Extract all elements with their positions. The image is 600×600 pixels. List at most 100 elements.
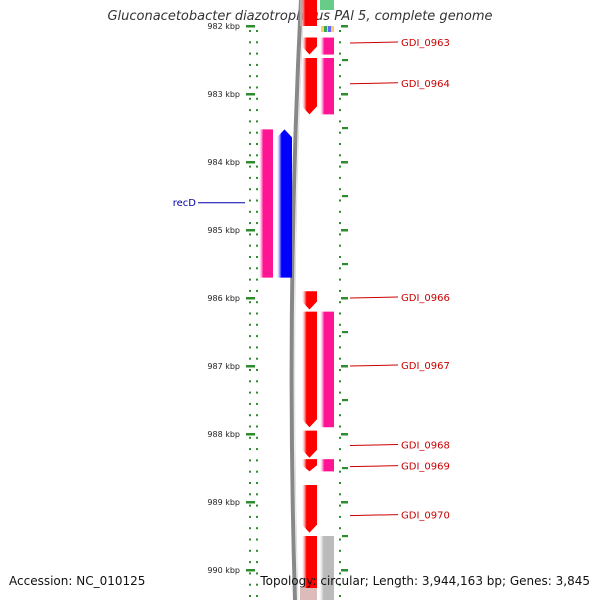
ruler-dot	[256, 97, 258, 100]
ruler-dot	[339, 222, 341, 225]
ruler-dot	[256, 549, 258, 552]
gene-recd[interactable]	[259, 129, 273, 278]
ruler-dot	[256, 222, 258, 225]
ruler-dot	[339, 256, 341, 258]
ruler-dot	[256, 369, 258, 371]
accession-label: Accession: NC_010125	[9, 574, 146, 588]
ruler-dot	[249, 222, 251, 225]
ruler-dot	[256, 188, 258, 191]
ruler-dot	[339, 448, 341, 451]
gene-gdi-0963[interactable]	[302, 37, 317, 55]
ruler-dot	[256, 63, 258, 66]
ruler-dot	[339, 583, 341, 586]
ruler-dot	[339, 97, 341, 100]
gene-gdi-0969[interactable]	[302, 459, 317, 472]
ruler-dot	[256, 52, 258, 55]
gene-gdi-0964[interactable]	[302, 57, 317, 115]
ruler-dot	[249, 515, 251, 518]
ruler-dot	[256, 143, 258, 145]
ruler-tick	[246, 501, 255, 504]
ruler-dot	[339, 595, 341, 597]
ruler-dot	[249, 504, 251, 507]
ruler-tick	[342, 263, 348, 266]
ruler-dot	[256, 436, 258, 439]
ruler-tick	[246, 93, 255, 96]
ruler-tick	[342, 535, 348, 538]
ruler-dot	[339, 504, 341, 507]
label-gdi-0963[interactable]: GDI_0963	[401, 38, 450, 49]
ruler-dot	[249, 323, 251, 326]
gene-next-grey[interactable]	[319, 536, 334, 600]
ruler-dot	[249, 109, 251, 112]
label-recd[interactable]: recD	[173, 198, 197, 209]
label-gdi-0964[interactable]: GDI_0964	[401, 79, 450, 90]
ruler-tick	[246, 161, 255, 164]
gene-gdi-0968[interactable]	[302, 430, 317, 458]
ruler-dot	[256, 41, 258, 44]
gene-gdi-0967[interactable]	[302, 311, 317, 428]
ruler-tick	[246, 297, 255, 300]
ruler-dot	[339, 30, 341, 32]
gene-next-fwd[interactable]	[302, 536, 317, 600]
gene-gdi-0970[interactable]	[302, 485, 317, 533]
ruler-dot	[339, 143, 341, 145]
ruler-dot	[249, 391, 251, 394]
ruler-dot	[256, 199, 258, 202]
ruler-tick	[341, 297, 348, 300]
gene-previous-rna[interactable]	[320, 0, 334, 10]
ruler-tick	[246, 365, 255, 368]
gene-gdi-0967-rna[interactable]	[320, 311, 334, 428]
ruler-dot	[256, 402, 258, 405]
ruler-dot	[249, 357, 251, 360]
ruler-dot	[249, 244, 251, 247]
ruler-tick-label: 982 kbp	[207, 22, 240, 31]
ruler-dot	[256, 233, 258, 236]
ruler-tick	[246, 433, 255, 436]
ruler-tick-label: 990 kbp	[207, 566, 240, 575]
gene-recd-rna[interactable]	[277, 129, 292, 278]
ruler-dot	[256, 86, 258, 89]
ruler-dot	[339, 561, 341, 564]
ruler-dot	[256, 301, 258, 304]
ruler-dot	[256, 323, 258, 326]
ruler-dot	[256, 154, 258, 157]
ruler-tick-label: 984 kbp	[207, 158, 240, 167]
ruler-dot	[256, 504, 258, 507]
label-gdi-0969[interactable]: GDI_0969	[401, 462, 450, 473]
ruler-dot	[249, 278, 251, 281]
ruler-dot	[256, 256, 258, 258]
leader-line	[349, 364, 399, 367]
ruler-dot	[256, 572, 258, 575]
feature-strip	[328, 26, 331, 32]
ruler-dot	[249, 143, 251, 145]
ruler-dot	[339, 289, 341, 292]
gene-previous[interactable]	[300, 0, 317, 26]
leader-line	[349, 444, 399, 447]
ruler-dot	[339, 527, 341, 530]
ruler-dot	[249, 30, 251, 32]
label-gdi-0970[interactable]: GDI_0970	[401, 511, 450, 522]
chromosome-backbone-highlight	[294, 0, 305, 600]
ruler-dot	[256, 391, 258, 394]
gene-gdi-0969-rna[interactable]	[320, 459, 334, 472]
label-gdi-0968[interactable]: GDI_0968	[401, 441, 450, 452]
ruler-tick	[342, 467, 348, 470]
ruler-dot	[249, 267, 251, 270]
gene-gdi-0966[interactable]	[302, 291, 317, 310]
gene-gdi-0963-rna[interactable]	[320, 37, 334, 55]
ruler-dot	[256, 346, 258, 349]
leader-line	[349, 514, 399, 517]
ruler-tick	[341, 93, 348, 96]
ruler-tick	[246, 229, 255, 232]
ruler-dot	[256, 425, 258, 428]
gene-gdi-0964-rna[interactable]	[320, 57, 334, 115]
ruler-dot	[249, 97, 251, 100]
ruler-dot	[249, 86, 251, 89]
ruler-tick-label: 987 kbp	[207, 362, 240, 371]
feature-strip	[324, 26, 327, 32]
ruler-tick-label: 988 kbp	[207, 430, 240, 439]
ruler-tick	[341, 365, 348, 368]
label-gdi-0966[interactable]: GDI_0966	[401, 293, 450, 304]
label-gdi-0967[interactable]: GDI_0967	[401, 361, 450, 372]
